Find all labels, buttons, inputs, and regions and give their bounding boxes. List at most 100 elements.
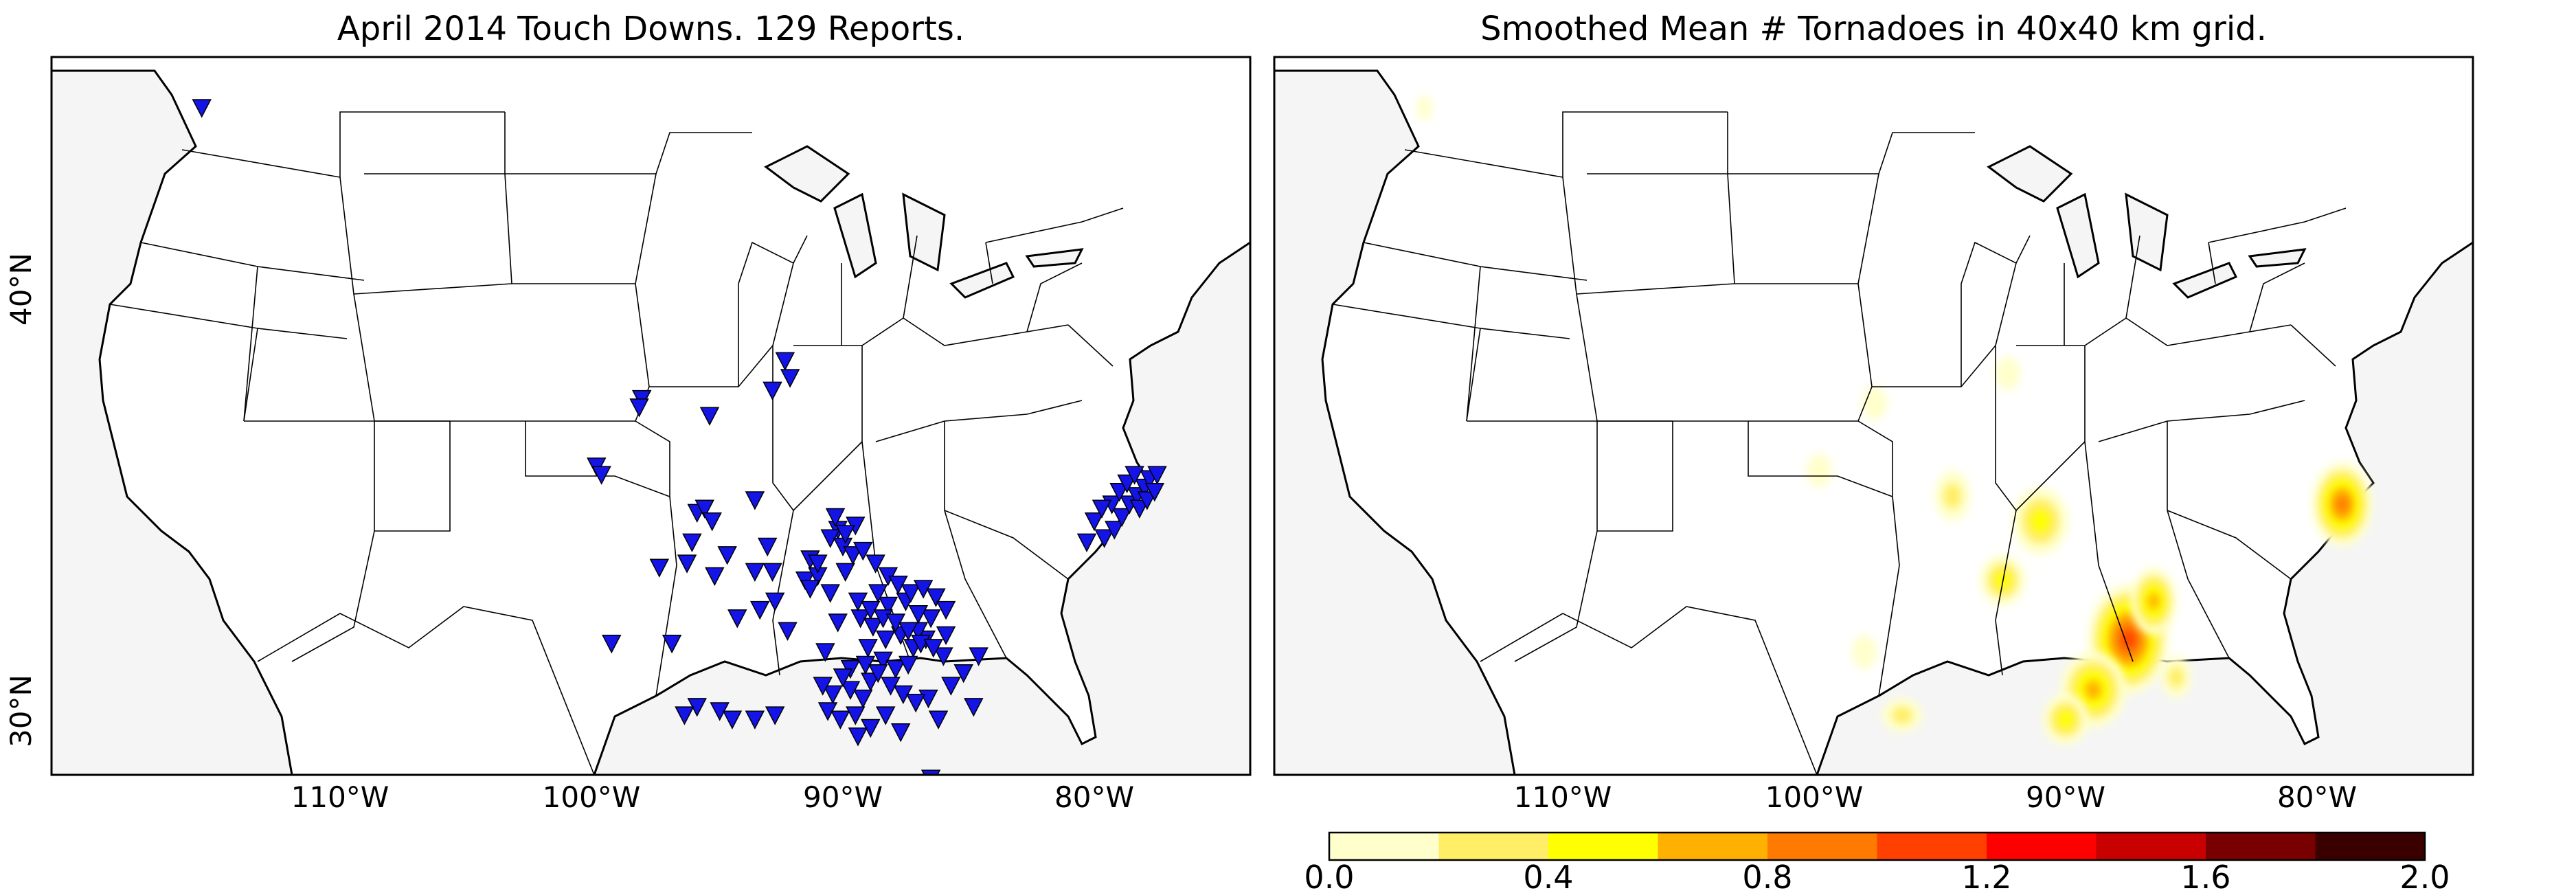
state-border — [1878, 496, 1900, 697]
right-map-panel: 110°W 100°W 90°W 80°W — [1273, 56, 2474, 814]
colorbar-segment — [2315, 833, 2426, 860]
state-border — [2208, 207, 2347, 243]
longitude-label: 90°W — [803, 780, 883, 814]
great-lake — [1987, 145, 2073, 203]
tornado-report-marker — [662, 635, 682, 654]
tornado-report-marker — [800, 580, 820, 599]
tornado-report-marker — [765, 706, 785, 725]
state-border — [985, 242, 993, 284]
state-border — [1857, 420, 1893, 497]
tornado-report-marker — [843, 546, 863, 565]
tornado-report-marker — [722, 710, 743, 730]
colorbar-segment — [1767, 833, 1877, 860]
longitude-label: 110°W — [1514, 780, 1612, 814]
left-map-frame — [50, 56, 1252, 776]
state-border — [525, 421, 670, 497]
tornado-report-marker — [745, 710, 765, 730]
tornado-report-marker — [926, 588, 946, 607]
colorbar-segment — [1438, 833, 1549, 860]
tornado-report-marker — [934, 647, 953, 666]
state-border — [1466, 266, 1481, 422]
right-map-frame — [1273, 56, 2474, 776]
colorbar-segment — [1658, 833, 1768, 860]
left-map-panel: 110°W 100°W 90°W 80°W 40°N 30°N — [4, 56, 1252, 814]
colorbar-segment — [2206, 833, 2316, 860]
colorbar: 0.0 0.4 0.8 1.2 1.6 2.0 — [1304, 831, 2450, 893]
tornado-report-marker — [840, 681, 861, 700]
state-border — [1878, 132, 1975, 174]
tornado-report-marker — [820, 584, 840, 603]
tornado-report-marker — [1084, 512, 1105, 532]
tornado-report-marker — [928, 710, 949, 730]
density-contour — [2169, 666, 2184, 688]
density-contour — [1995, 357, 2021, 391]
density-contour — [1807, 453, 1832, 488]
tornado-report-marker — [1137, 491, 1157, 510]
state-border — [944, 400, 1083, 422]
tornado-report-marker — [705, 567, 725, 587]
colorbar-segment — [1548, 833, 1658, 860]
tornado-report-marker — [1094, 529, 1114, 548]
state-border — [353, 283, 635, 295]
tornado-report-marker — [833, 668, 853, 688]
tornado-report-marker — [846, 706, 866, 725]
tornado-report-marker — [866, 554, 885, 574]
colorbar-segment — [1329, 833, 1439, 860]
state-border — [2249, 262, 2305, 332]
tornado-report-marker — [781, 791, 799, 809]
tornado-report-marker — [901, 584, 921, 603]
tornado-report-marker — [717, 546, 737, 565]
state-border — [2290, 324, 2336, 367]
tornado-report-marker — [775, 352, 795, 372]
tornado-report-marker — [1147, 466, 1167, 485]
colorbar-segment — [2096, 833, 2206, 860]
state-border — [875, 420, 945, 442]
colorbar-segment — [1987, 833, 2097, 860]
density-contour — [1416, 95, 1432, 121]
tornado-report-marker — [1105, 521, 1125, 540]
tornado-report-marker — [757, 537, 778, 557]
great-lake — [2056, 192, 2100, 279]
tornado-report-marker — [920, 769, 941, 775]
tornado-report-marker — [778, 622, 798, 641]
tornado-report-marker — [1109, 482, 1129, 502]
tornado-report-marker — [835, 563, 855, 583]
state-border — [374, 421, 451, 532]
state-border — [1961, 241, 2017, 284]
tornado-report-marker — [969, 647, 988, 666]
tornado-report-marker — [964, 698, 984, 717]
tornado-report-marker — [675, 706, 694, 725]
tornado-report-marker — [941, 677, 961, 696]
state-border — [772, 346, 863, 512]
tornado-report-marker — [749, 600, 770, 620]
right-map-axes: 110°W 100°W 90°W 80°W — [1514, 780, 2357, 814]
state-border — [1995, 510, 2017, 676]
state-border — [655, 496, 677, 697]
tornado-report-marker — [905, 693, 926, 713]
tornado-report-marker — [953, 664, 973, 683]
longitude-label: 100°W — [1765, 780, 1864, 814]
colorbar-tick-label: 1.2 — [1961, 859, 2011, 893]
tornado-report-marker — [831, 710, 850, 730]
state-border — [1597, 421, 1673, 532]
tornado-report-marker — [823, 685, 843, 705]
tornado-report-marker — [1129, 499, 1150, 519]
tornado-report-marker — [727, 609, 747, 629]
state-border — [2167, 510, 2292, 580]
colorbar-tick-label: 2.0 — [2399, 859, 2450, 893]
tornado-report-marker — [780, 369, 800, 388]
tornado-report-marker — [726, 783, 744, 800]
tornado-report-marker — [825, 508, 846, 528]
tornado-report-marker — [898, 622, 918, 641]
tornado-report-marker — [745, 563, 765, 583]
tornado-report-marker — [936, 626, 956, 646]
tornado-report-marker — [702, 512, 722, 532]
tornado-report-marker — [890, 723, 911, 743]
density-contour — [2031, 510, 2050, 533]
density-contour — [2121, 630, 2136, 648]
tornado-report-marker — [848, 727, 868, 747]
state-border — [1576, 283, 1858, 295]
state-border — [2084, 441, 2134, 662]
tornado-report-marker — [955, 779, 973, 796]
colorbar-tick-label: 0.0 — [1304, 859, 1354, 893]
